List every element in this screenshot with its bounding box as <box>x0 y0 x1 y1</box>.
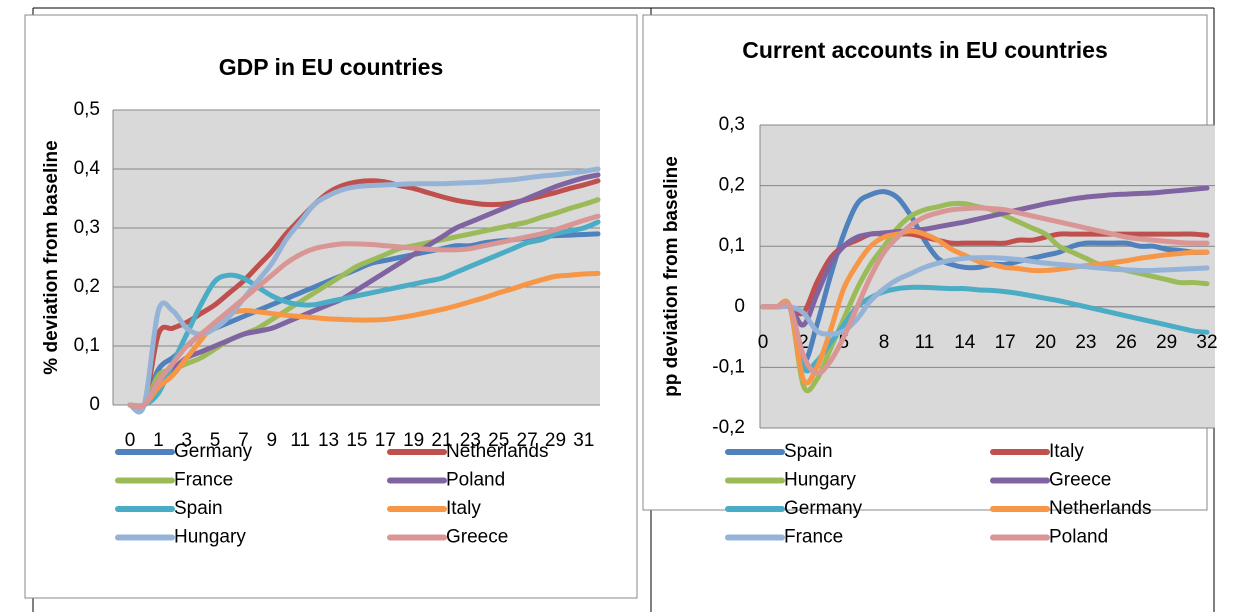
x-tick-label: 11 <box>290 430 310 451</box>
x-tick-label: 32 <box>1196 332 1217 353</box>
legend-label: Italy <box>1049 441 1084 462</box>
legend-label: Greece <box>1049 470 1111 491</box>
y-tick-label: 0,4 <box>74 158 101 179</box>
y-tick-label: 0,5 <box>74 99 100 120</box>
legend-label: France <box>784 527 843 548</box>
x-tick-label: 17 <box>995 332 1016 353</box>
y-tick-label: -0,2 <box>712 417 745 438</box>
legend-label: Hungary <box>174 527 246 548</box>
y-tick-label: 0 <box>89 394 100 415</box>
legend-label: Poland <box>1049 527 1108 548</box>
chart-title: GDP in EU countries <box>219 54 444 80</box>
legend-label: Germany <box>174 441 253 462</box>
legend-label: Italy <box>446 498 481 519</box>
y-axis-title: pp deviation from baseline <box>661 156 682 397</box>
legend-label: Netherlands <box>1049 498 1151 519</box>
series-line <box>127 172 601 410</box>
x-tick-label: 26 <box>1116 332 1137 353</box>
x-tick-label: 5 <box>210 430 221 451</box>
y-tick-label: 0,2 <box>719 175 745 196</box>
x-tick-label: 23 <box>1075 332 1096 353</box>
x-tick-label: 21 <box>431 430 452 451</box>
x-tick-label: 23 <box>460 430 481 451</box>
legend-label: Spain <box>174 498 223 519</box>
series-line <box>760 185 1210 328</box>
legend-label: Poland <box>446 470 505 491</box>
x-tick-label: 17 <box>375 430 396 451</box>
x-tick-label: 9 <box>267 430 278 451</box>
x-tick-label: 27 <box>517 430 538 451</box>
legend-label: Netherlands <box>446 441 548 462</box>
x-tick-label: 29 <box>545 430 566 451</box>
x-tick-label: 19 <box>403 430 424 451</box>
legend-label: Hungary <box>784 470 856 491</box>
y-tick-label: 0,3 <box>74 217 100 238</box>
series-line <box>760 228 1210 386</box>
x-tick-label: 0 <box>125 430 136 451</box>
x-tick-label: 1 <box>153 430 164 451</box>
y-tick-label: -0,1 <box>712 356 745 377</box>
x-tick-label: 20 <box>1035 332 1056 353</box>
series-line <box>127 213 601 410</box>
legend-label: Greece <box>446 527 508 548</box>
x-tick-label: 29 <box>1156 332 1177 353</box>
x-tick-label: 11 <box>915 332 935 353</box>
series-line <box>127 197 601 410</box>
x-tick-label: 2 <box>798 332 809 353</box>
y-tick-label: 0 <box>734 296 745 317</box>
legend-label: France <box>174 470 233 491</box>
series-line <box>760 255 1210 337</box>
legend-label: Germany <box>784 498 863 519</box>
x-tick-label: 7 <box>238 430 249 451</box>
x-tick-label: 8 <box>879 332 890 353</box>
series-line <box>760 205 1210 376</box>
y-tick-label: 0,1 <box>74 335 100 356</box>
y-tick-label: 0,3 <box>719 114 745 135</box>
x-tick-label: 15 <box>346 430 367 451</box>
x-tick-label: 31 <box>573 430 594 451</box>
y-tick-label: 0,2 <box>74 276 100 297</box>
x-tick-label: 3 <box>181 430 192 451</box>
plot-area <box>760 125 1215 428</box>
x-tick-label: 13 <box>318 430 339 451</box>
legend-label: Spain <box>784 441 833 462</box>
x-tick-label: 14 <box>954 332 976 353</box>
chart-title: Current accounts in EU countries <box>742 37 1108 63</box>
x-tick-label: 25 <box>488 430 509 451</box>
x-tick-label: 0 <box>758 332 769 353</box>
y-tick-label: 0,1 <box>719 235 745 256</box>
y-axis-title: % deviation from baseline <box>41 140 62 374</box>
series-line <box>127 219 601 409</box>
